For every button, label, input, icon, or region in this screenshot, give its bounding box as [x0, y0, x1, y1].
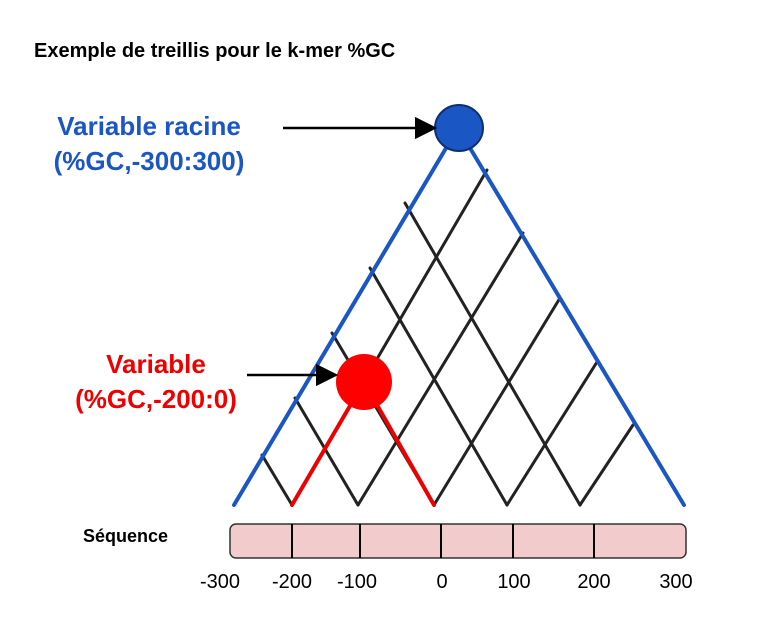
lattice-line [432, 296, 562, 507]
sequence-label: Séquence [83, 526, 168, 546]
root-variable-node [434, 104, 484, 152]
tick-label: 300 [659, 571, 692, 593]
lattice-line [356, 231, 525, 507]
tick-label: 200 [577, 571, 610, 593]
lattice-line [368, 266, 509, 507]
lattice-line [403, 201, 582, 507]
root-variable-label-line1: Variable racine [57, 111, 241, 141]
outline-right-edge [456, 126, 686, 507]
tick-label: -300 [200, 571, 240, 593]
lattice-line [505, 360, 599, 507]
diagram-title: Exemple de treillis pour le k-mer %GC [34, 40, 395, 62]
lattice-line [293, 396, 360, 507]
sequence-tick-labels: -300 -200 -100 0 100 200 300 [200, 571, 693, 593]
child-variable-label-line1: Variable [106, 349, 206, 379]
root-variable-label-line2: (%GC,-300:300) [54, 146, 245, 176]
child-variable-node [336, 354, 392, 410]
tick-label: 0 [436, 571, 447, 593]
lattice-grid [260, 168, 635, 507]
lattice-line [260, 453, 294, 507]
lattice-outline [232, 126, 686, 507]
tick-label: 100 [497, 571, 530, 593]
lattice-line [578, 423, 635, 507]
tick-label: -100 [337, 571, 377, 593]
sequence-dividers [291, 524, 595, 558]
child-variable-label-line2: (%GC,-200:0) [75, 384, 237, 414]
outline-left-edge [232, 126, 460, 507]
sequence-bar [229, 523, 687, 559]
tick-label: -200 [272, 571, 312, 593]
